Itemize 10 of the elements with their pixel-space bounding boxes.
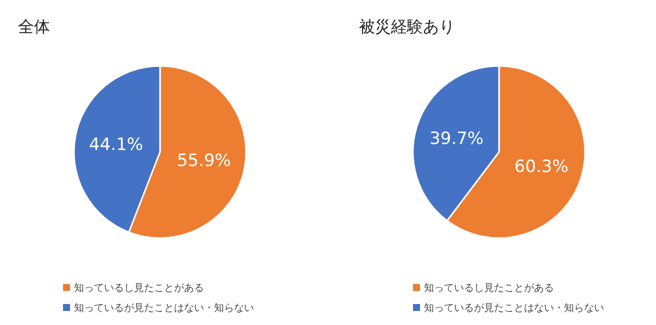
legend-label: 知っているが見たことはない・知らない — [74, 302, 254, 314]
chart-title: 全体 — [18, 17, 50, 36]
data-label: 39.7% — [430, 128, 484, 149]
data-label: 60.3% — [514, 157, 568, 178]
data-label: 44.1% — [89, 134, 144, 155]
legend-label: 知っているが見たことはない・知らない — [424, 302, 604, 314]
data-label: 55.9% — [176, 151, 231, 172]
legend-label: 知っているし見たことがある — [74, 282, 204, 294]
chart-title: 被災経験あり — [359, 17, 456, 36]
legend-label: 知っているし見たことがある — [424, 282, 554, 294]
